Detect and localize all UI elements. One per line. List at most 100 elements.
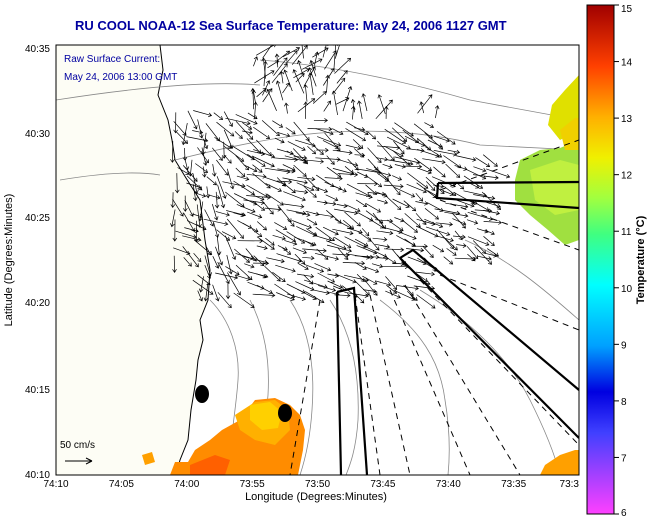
current-vector (291, 45, 308, 65)
current-vector (432, 244, 445, 253)
current-vector (313, 118, 329, 123)
current-vector (354, 127, 366, 132)
current-vector (422, 245, 434, 258)
current-vector (375, 280, 392, 287)
current-vector (235, 121, 254, 140)
current-vector (337, 172, 359, 177)
current-vector (308, 72, 314, 95)
current-vector (342, 219, 355, 230)
current-vector (303, 185, 317, 198)
current-vector (262, 80, 271, 96)
current-vector (314, 51, 320, 66)
current-vector (433, 183, 445, 189)
current-vector (275, 264, 296, 273)
current-vector (309, 59, 317, 77)
current-vector (223, 129, 234, 149)
current-vector (283, 69, 293, 92)
current-vector (221, 231, 237, 240)
current-vector (253, 101, 258, 119)
current-vector (245, 248, 257, 262)
current-vector (333, 285, 346, 292)
current-vector (247, 153, 266, 167)
current-vector (406, 247, 425, 253)
current-vector (279, 70, 284, 84)
current-vector (326, 244, 353, 253)
current-vector (211, 203, 219, 221)
current-vector (297, 273, 315, 279)
current-vector (192, 279, 214, 295)
colorbar-tick-label: 8 (621, 397, 627, 408)
current-vector (357, 100, 363, 119)
current-vector (407, 172, 429, 189)
current-vector (396, 230, 417, 240)
current-vector (474, 246, 493, 265)
current-vector (365, 210, 384, 224)
current-vector (198, 276, 204, 293)
current-vector (367, 236, 380, 251)
current-vector (170, 209, 176, 228)
current-vector (233, 292, 255, 308)
current-vector (464, 168, 487, 180)
current-vector (302, 248, 327, 253)
current-vector (256, 87, 267, 98)
current-vector (402, 219, 418, 233)
current-vector (287, 141, 306, 151)
current-vector (192, 183, 198, 202)
current-vector (361, 228, 370, 237)
current-vector (226, 168, 235, 190)
current-vector (483, 236, 495, 247)
current-vector (253, 194, 265, 201)
current-vector (256, 45, 276, 56)
map-panel: Raw Surface Current: May 24, 2006 13:00 … (3, 44, 580, 503)
current-vector (452, 218, 467, 226)
current-vector (261, 120, 280, 137)
current-vector (283, 191, 306, 202)
current-vector (256, 236, 275, 250)
current-vector (382, 163, 393, 169)
current-vector (323, 100, 331, 112)
current-vector (175, 173, 180, 194)
current-vector (307, 139, 324, 155)
map-frame (55, 44, 580, 476)
current-vector (213, 112, 224, 120)
current-vector (201, 132, 207, 156)
current-vector (392, 175, 403, 181)
current-vector (286, 293, 307, 301)
current-vector (283, 183, 296, 194)
vector-legend-time: May 24, 2006 13:00 GMT (64, 72, 177, 83)
current-vector (424, 146, 443, 158)
current-vector (203, 282, 209, 302)
current-vector (284, 240, 298, 246)
current-vector (253, 260, 270, 266)
current-vector (473, 166, 487, 173)
current-vector (276, 292, 295, 301)
x-tick-label: 73:45 (370, 479, 395, 490)
colorbar-tick-label: 13 (621, 114, 633, 125)
current-vector (352, 139, 364, 149)
current-vector (355, 192, 373, 199)
current-vector (334, 236, 352, 249)
current-vector (376, 230, 394, 236)
current-vector (225, 117, 251, 126)
current-vector (473, 194, 496, 201)
current-vector (365, 174, 383, 188)
current-vector (317, 136, 342, 147)
current-vector (282, 203, 305, 209)
current-vector (364, 280, 378, 296)
current-vector (214, 191, 220, 209)
colorbar: 15 14 13 12 11 10 9 8 7 6 Temperature (°C) (586, 4, 647, 519)
current-vector (273, 157, 299, 162)
current-vector (297, 60, 304, 75)
current-vector (454, 230, 463, 241)
current-vector (375, 218, 394, 224)
current-vector (342, 260, 366, 266)
current-vector (344, 211, 361, 227)
current-vector (295, 212, 311, 217)
current-vector (476, 228, 489, 234)
current-vector (383, 184, 404, 189)
current-vector (211, 164, 217, 177)
colorbar-tick-label: 9 (621, 340, 627, 351)
current-vector (304, 240, 315, 247)
current-vector (182, 246, 199, 268)
current-vector (205, 186, 211, 199)
